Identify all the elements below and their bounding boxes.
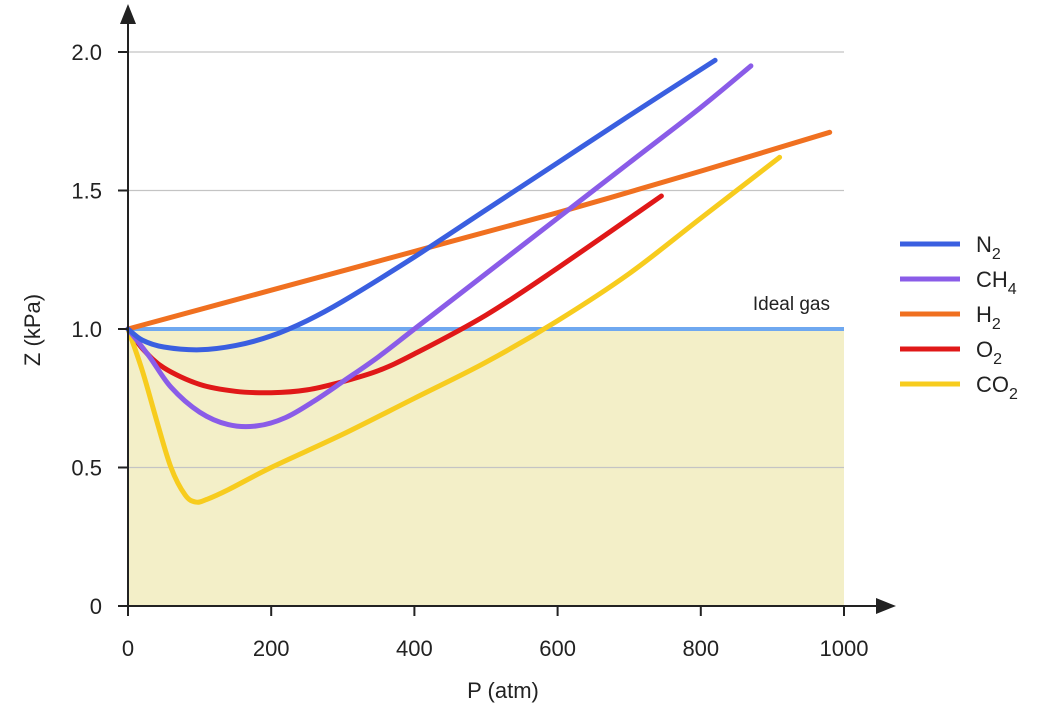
series-line-o2 <box>125 193 664 396</box>
x-tick-label-0: 0 <box>122 636 134 661</box>
y-tick-label-0: 0 <box>90 594 102 619</box>
series-line-ch4 <box>125 63 754 430</box>
legend-label-co2: CO2 <box>976 372 1018 403</box>
y-tick-label-1: 0.5 <box>71 456 102 481</box>
x-tick-label-1: 200 <box>253 636 290 661</box>
series-layer <box>125 57 833 505</box>
tick-labels-layer: 0 200 400 600 800 1000 0 0.5 1.0 1.5 2.0 <box>71 40 868 661</box>
x-axis-arrow <box>876 598 896 614</box>
axes-layer <box>120 4 896 614</box>
series-line-co2 <box>125 154 783 505</box>
x-tick-label-3: 600 <box>539 636 576 661</box>
series-line-h2 <box>125 129 833 332</box>
legend-label-ch4: CH4 <box>976 267 1017 298</box>
y-axis-title: Z (kPa) <box>20 294 45 366</box>
legend-label-n2: N2 <box>976 232 1001 263</box>
y-tick-label-2: 1.0 <box>71 317 102 342</box>
legend-label-o2: O2 <box>976 337 1002 368</box>
y-tick-label-4: 2.0 <box>71 40 102 65</box>
x-axis-title: P (atm) <box>467 678 539 703</box>
x-tick-label-2: 400 <box>396 636 433 661</box>
x-tick-label-4: 800 <box>682 636 719 661</box>
y-tick-label-3: 1.5 <box>71 179 102 204</box>
legend: N2 CH4 H2 O2 CO2 <box>900 232 1018 403</box>
ideal-gas-label: Ideal gas <box>753 294 830 315</box>
x-tick-label-5: 1000 <box>820 636 869 661</box>
legend-label-h2: H2 <box>976 302 1001 333</box>
y-axis-arrow <box>120 4 136 24</box>
series-line-n2 <box>125 57 718 353</box>
